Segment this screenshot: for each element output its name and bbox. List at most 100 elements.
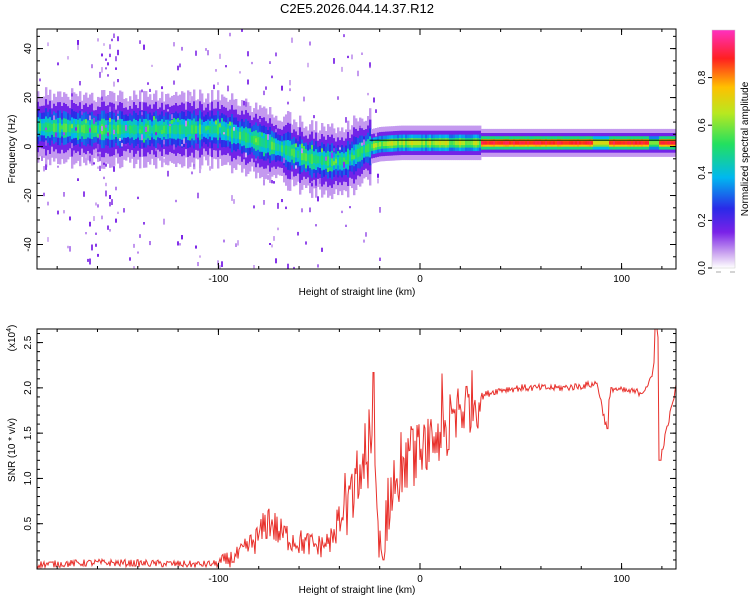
heatmap-cell (93, 117, 95, 124)
heatmap-cell (151, 64, 153, 67)
heatmap-cell (293, 266, 295, 269)
heatmap-cell (71, 123, 74, 134)
heatmap-cell (215, 120, 218, 125)
heatmap-cell (417, 140, 420, 146)
heatmap-cell (405, 140, 408, 146)
heatmap-cell (381, 141, 384, 147)
heatmap-cell (269, 61, 271, 64)
heatmap-cell (97, 204, 99, 208)
heatmap-cell (163, 158, 165, 163)
heatmap-cell (71, 93, 73, 97)
heatmap-cell (83, 124, 86, 134)
heatmap-cell (341, 210, 343, 214)
heatmap-cell (579, 141, 582, 145)
heatmap-cell (463, 140, 466, 146)
heatmap-cell (329, 167, 332, 172)
heatmap-cell (539, 141, 542, 145)
heatmap-cell (81, 111, 83, 115)
heatmap-cell (173, 42, 175, 47)
snr-y-tick-label: 2.5 (23, 335, 34, 349)
heatmap-cell (61, 125, 64, 130)
heatmap-cell (141, 89, 143, 93)
heatmap-cell (101, 215, 103, 220)
heatmap-cell (179, 63, 181, 68)
heatmap-cell (115, 67, 117, 70)
heatmap-cell (55, 123, 58, 132)
heatmap-cell (219, 123, 222, 128)
heatmap-cell (655, 141, 658, 145)
heatmap-cell (213, 125, 216, 134)
heatmap-cell (315, 154, 318, 165)
heatmap-cell (261, 132, 264, 137)
heatmap-cell (271, 180, 273, 184)
heatmap-cell (107, 62, 109, 66)
heatmap-cell (379, 207, 381, 213)
heatmap-cell (49, 122, 52, 133)
heatmap-cell (185, 132, 188, 137)
heatmap-cell (157, 125, 160, 134)
heatmap-cell (311, 145, 314, 149)
heatmap-cell (231, 195, 233, 201)
heatmap-cell (413, 140, 416, 146)
heatmap-cell (511, 141, 514, 145)
spectrogram-x-tick-label: 100 (613, 274, 630, 285)
heatmap-cell (223, 239, 225, 243)
heatmap-cell (115, 218, 117, 223)
heatmap-cell (87, 258, 89, 262)
heatmap-cell (343, 34, 345, 38)
heatmap-cell (143, 124, 146, 135)
heatmap-cell (109, 53, 111, 58)
snr-x-tick-label: 100 (613, 574, 630, 585)
heatmap-cell (155, 124, 158, 135)
heatmap-cell (395, 141, 398, 146)
heatmap-cell (233, 199, 235, 204)
heatmap-cell (97, 38, 99, 42)
heatmap-cell (185, 125, 188, 133)
heatmap-cell (65, 123, 68, 133)
heatmap-cell (89, 128, 91, 133)
heatmap-cell (389, 141, 392, 146)
heatmap-cell (231, 128, 234, 139)
heatmap-cell (175, 124, 178, 135)
heatmap-cell (379, 257, 381, 261)
heatmap-cell (213, 84, 215, 90)
heatmap-cell (43, 192, 45, 197)
heatmap-cell (125, 125, 127, 131)
heatmap-cell (245, 132, 248, 143)
heatmap-cell (91, 244, 93, 251)
heatmap-cell (491, 141, 494, 145)
heatmap-cell (179, 125, 182, 134)
heatmap-cell (467, 140, 470, 146)
heatmap-cell (107, 125, 110, 134)
heatmap-cell (69, 246, 71, 252)
heatmap-cell (265, 139, 268, 149)
heatmap-cell (183, 138, 185, 144)
heatmap-cell (293, 148, 296, 158)
heatmap-cell (109, 201, 111, 207)
heatmap-cell (147, 131, 150, 136)
heatmap-cell (377, 173, 379, 178)
heatmap-cell (643, 141, 646, 145)
heatmap-cell (583, 141, 586, 145)
heatmap-cell (265, 117, 267, 122)
heatmap-cell (53, 115, 55, 120)
heatmap-cell (109, 229, 111, 232)
heatmap-cell (211, 124, 214, 135)
heatmap-cell (243, 100, 245, 106)
heatmap-cell (109, 44, 111, 50)
heatmap-cell (43, 123, 46, 132)
heatmap-cell (145, 123, 148, 128)
heatmap-cell (269, 140, 272, 150)
heatmap-cell (647, 141, 650, 145)
heatmap-cell (75, 127, 77, 131)
heatmap-cell (473, 140, 476, 146)
heatmap-cell (249, 128, 252, 133)
heatmap-cell (341, 156, 344, 166)
heatmap-cell (101, 126, 103, 131)
heatmap-cell (673, 141, 676, 145)
heatmap-cell (205, 126, 208, 131)
heatmap-cell (101, 96, 103, 101)
heatmap-cell (569, 141, 572, 145)
heatmap-cell (361, 146, 364, 156)
